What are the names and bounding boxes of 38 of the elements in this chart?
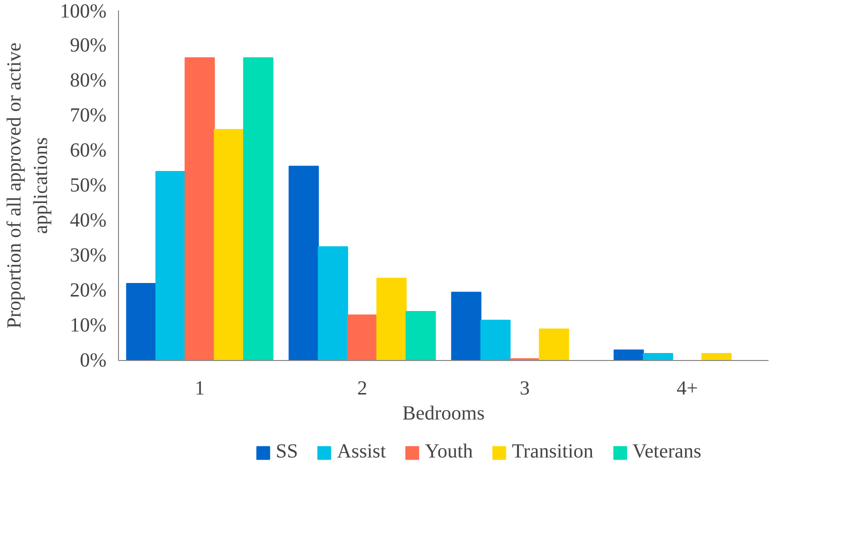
bar: [538, 328, 570, 360]
bar: [184, 57, 215, 360]
bar: [406, 311, 436, 360]
y-tick-label: 60%: [70, 140, 107, 162]
bar: [243, 57, 274, 360]
x-axis-title: Bedrooms: [402, 402, 485, 424]
y-tick-label: 70%: [70, 104, 107, 126]
bar: [318, 246, 348, 360]
bar: [126, 283, 156, 360]
y-tick-label: 20%: [70, 280, 107, 302]
bar: [480, 320, 511, 360]
y-tick-label: 10%: [70, 314, 107, 336]
x-tick-label: 4+: [676, 378, 698, 400]
bar: [155, 171, 186, 360]
legend-label: Transition: [512, 440, 594, 464]
bar: [288, 166, 319, 360]
bar: [376, 278, 407, 360]
y-tick-label: 80%: [70, 70, 107, 92]
bar: [642, 353, 674, 360]
y-tick-label: 50%: [70, 174, 107, 196]
y-tick-label: 90%: [70, 34, 107, 56]
legend-label: Veterans: [632, 440, 702, 464]
y-tick-label: 40%: [70, 210, 107, 232]
y-axis-title: Proportion of all approved or active applications: [3, 42, 52, 329]
bar: [214, 129, 244, 360]
legend-label: Assist: [336, 440, 386, 464]
bar: [701, 353, 732, 360]
legend-label: Youth: [424, 440, 473, 464]
x-tick-label: 1: [194, 378, 205, 400]
y-tick-label: 0%: [80, 350, 107, 372]
legend-label: SS: [276, 440, 298, 464]
bar: [347, 314, 378, 360]
bar: [614, 350, 644, 360]
y-tick-label: 30%: [70, 244, 107, 266]
x-tick-label: 2: [357, 378, 368, 400]
x-tick-label: 3: [520, 378, 530, 400]
y-tick-label: 100%: [60, 0, 107, 22]
bar: [451, 292, 482, 360]
